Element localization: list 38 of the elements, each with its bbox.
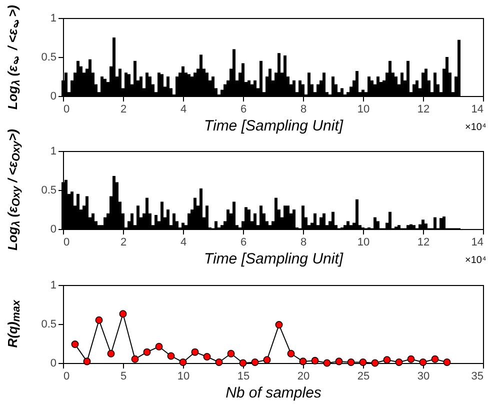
x-tick-label: 6 xyxy=(240,236,247,248)
x-tick-label: 20 xyxy=(297,370,310,382)
x-tick-label: 10 xyxy=(357,236,370,248)
text: ×10⁴ xyxy=(465,122,486,133)
x-tick-label: 5 xyxy=(120,370,127,382)
x-tick-label: 12 xyxy=(417,236,430,248)
x-tick-label: 6 xyxy=(240,104,247,116)
y-tick-label: 1 xyxy=(50,12,56,24)
x-tick-label: 25 xyxy=(357,370,370,382)
x-tick-label: 2 xyxy=(120,104,127,116)
x-tick-label: 12 xyxy=(417,104,430,116)
x-tick-label: 4 xyxy=(180,104,187,116)
y-tick-label: 0.5 xyxy=(41,184,56,196)
x-tick-label: 0 xyxy=(64,370,70,382)
x-tick-label: 8 xyxy=(300,104,307,116)
x-axis-title: Nb of samples xyxy=(226,384,322,402)
y-tick-label: 0 xyxy=(50,90,56,102)
x-tick-label: 30 xyxy=(417,370,430,382)
x-axis-title: Time [Sampling Unit] xyxy=(204,118,344,134)
x-tick-label: 14 xyxy=(471,104,484,116)
x-tick-label: 10 xyxy=(177,370,190,382)
x-tick-label: 8 xyxy=(300,236,307,248)
x-tick-label: 10 xyxy=(357,104,370,116)
x-tick-label: 2 xyxy=(120,236,127,248)
y-tick-label: 0.5 xyxy=(41,318,56,330)
x-tick-label: 35 xyxy=(471,370,484,382)
x-tick-label: 4 xyxy=(180,236,187,248)
y-tick-label: 0 xyxy=(50,358,56,370)
x-tick-label: 0 xyxy=(64,236,70,248)
x-tick-label: 15 xyxy=(237,370,250,382)
y-tick-label: 0 xyxy=(50,224,56,236)
x-axis-title: Time [Sampling Unit] xyxy=(204,250,344,268)
y-tick-label: 0.5 xyxy=(41,52,56,64)
x-tick-label: 14 xyxy=(471,236,484,248)
y-tick-label: 1 xyxy=(50,146,56,158)
text: ×10⁴ xyxy=(465,255,486,266)
y-tick-label: 1 xyxy=(50,280,56,292)
x-tick-label: 0 xyxy=(64,104,70,116)
